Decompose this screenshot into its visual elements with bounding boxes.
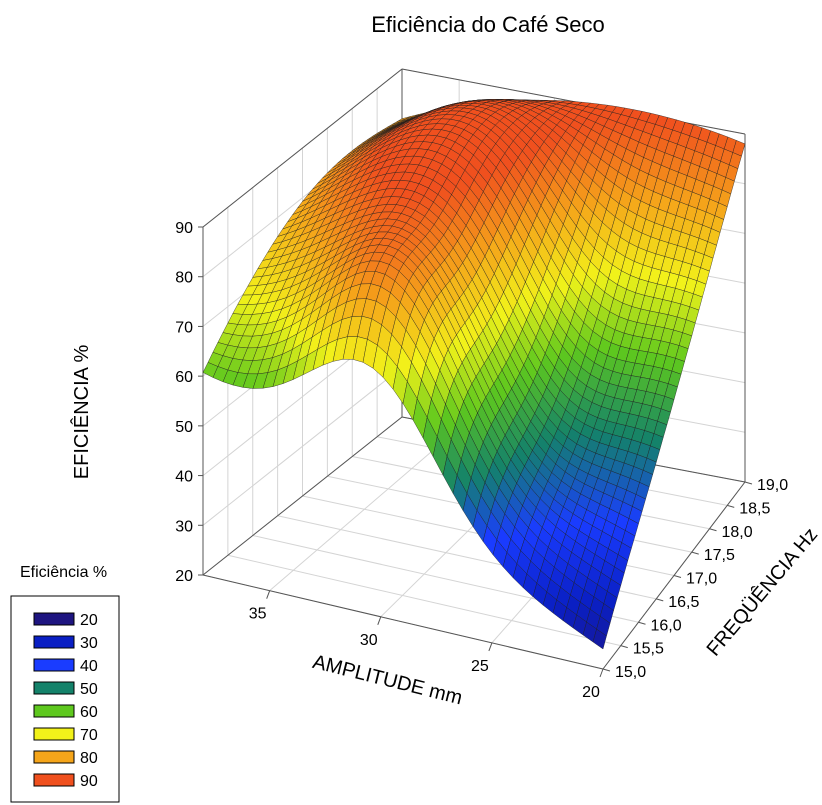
- legend-label: 40: [80, 658, 98, 675]
- x-axis-label: AMPLITUDE mm: [310, 651, 464, 709]
- axis-edge: [202, 416, 403, 576]
- y-tick-label: 18,0: [722, 524, 753, 541]
- legend-label: 90: [80, 773, 98, 790]
- x-tick: [488, 642, 493, 652]
- legend-label: 60: [80, 704, 98, 721]
- legend-label: 50: [80, 681, 98, 698]
- z-tick-label: 60: [175, 369, 193, 386]
- x-tick-label: 20: [582, 684, 600, 701]
- axis-edge: [202, 68, 403, 228]
- legend-swatch: [33, 704, 75, 718]
- y-tick: [620, 645, 628, 649]
- y-tick-label: 18,5: [739, 500, 770, 517]
- y-tick: [656, 598, 664, 602]
- surface-mesh: [202, 99, 746, 650]
- legend-label: 30: [80, 635, 98, 652]
- legend-swatch: [33, 750, 75, 764]
- x-tick-label: 30: [360, 632, 378, 649]
- z-tick-label: 50: [175, 419, 193, 436]
- x-tick: [377, 616, 382, 625]
- y-tick-label: 17,5: [704, 547, 735, 564]
- y-tick-label: 16,0: [651, 617, 682, 634]
- y-tick-label: 15,0: [615, 664, 646, 681]
- y-tick-label: 16,5: [668, 594, 699, 611]
- legend-swatch: [33, 658, 75, 672]
- y-tick-label: 15,5: [633, 641, 664, 658]
- y-tick-label: 17,0: [686, 571, 717, 588]
- y-tick: [727, 504, 735, 508]
- y-tick: [709, 528, 717, 532]
- y-axis-label: FREQÜÊNCIA Hz: [702, 523, 822, 660]
- y-tick: [673, 575, 682, 578]
- legend-swatch: [33, 681, 75, 695]
- tick-labels: 20 30 40 50 60 70 80 90 20 25 30 35 15,0 15,5 16,0 16,5…: [175, 220, 788, 701]
- legend-title: Eficiência %: [20, 564, 107, 581]
- x-tick: [599, 668, 604, 678]
- z-tick-label: 90: [175, 220, 193, 237]
- y-tick-label: 19,0: [757, 477, 788, 494]
- legend-box: [10, 595, 120, 803]
- z-tick-label: 70: [175, 319, 193, 336]
- z-tick-label: 40: [175, 469, 193, 486]
- surface-patch: [592, 628, 607, 650]
- y-tick: [602, 668, 611, 672]
- floor-gridline: [227, 554, 621, 647]
- x-tick-label: 35: [249, 606, 267, 623]
- z-tick-label: 20: [175, 568, 193, 585]
- legend-label: 20: [80, 612, 98, 629]
- chart-title: Eficiência do Café Seco: [371, 12, 605, 37]
- legend-label: 80: [80, 750, 98, 767]
- y-tick: [691, 551, 699, 555]
- y-tick: [638, 621, 646, 625]
- z-axis-label: EFICIÊNCIA %: [70, 345, 93, 480]
- y-tick: [744, 481, 753, 485]
- x-tick-label: 25: [471, 658, 489, 675]
- legend: 20 30 40 50 60 70 80 90: [10, 595, 120, 803]
- z-tick-label: 30: [175, 518, 193, 535]
- z-tick-label: 80: [175, 270, 193, 287]
- legend-swatch: [33, 773, 75, 787]
- legend-label: 70: [80, 727, 98, 744]
- legend-swatch: [33, 635, 75, 649]
- legend-swatch: [33, 727, 75, 741]
- legend-swatch: [33, 612, 75, 626]
- x-tick: [266, 590, 271, 599]
